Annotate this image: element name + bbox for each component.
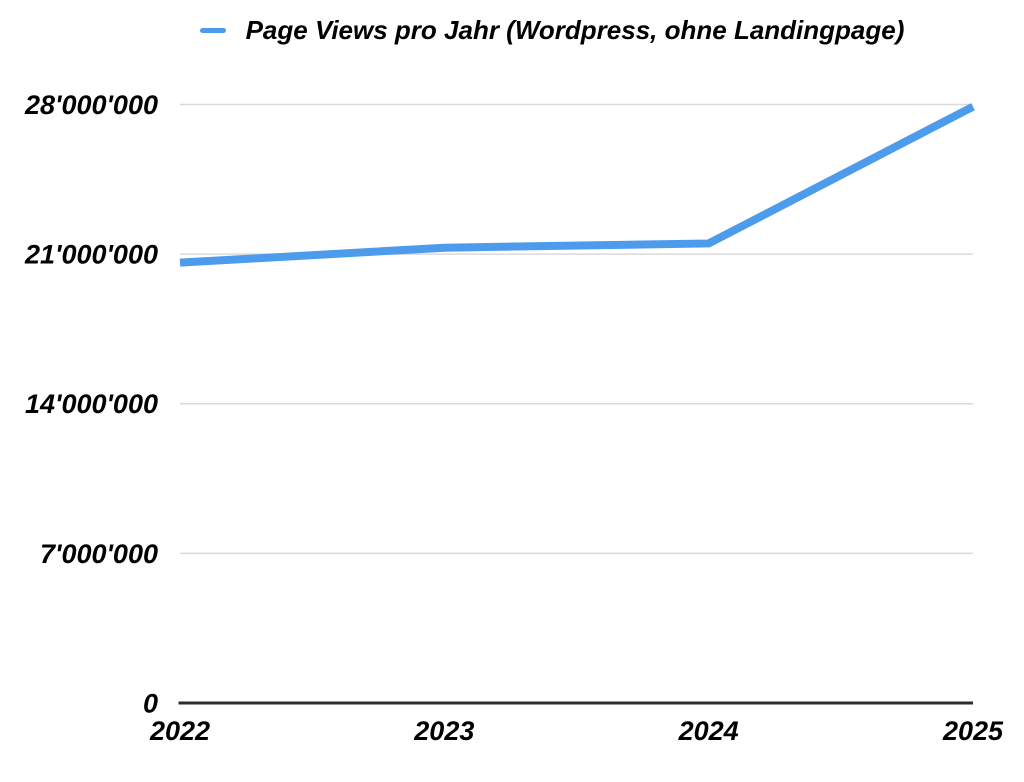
x-tick-label: 2022	[149, 716, 210, 746]
y-tick-label: 7'000'000	[40, 539, 158, 569]
x-tick-label: 2024	[678, 716, 739, 746]
data-series-line	[179, 103, 975, 267]
x-tick-label: 2023	[413, 716, 474, 746]
y-tick-label: 28'000'000	[24, 90, 158, 120]
legend-series-label: Page Views pro Jahr (Wordpress, ohne Lan…	[245, 14, 905, 45]
legend-line-marker-icon	[199, 27, 226, 33]
x-tick-label: 2025	[942, 716, 1004, 746]
y-tick-label: 14'000'000	[25, 389, 158, 419]
y-tick-label: 21'000'000	[24, 240, 158, 270]
y-tick-label: 0	[143, 688, 158, 718]
chart-legend: Page Views pro Jahr (Wordpress, ohne Lan…	[80, 13, 1024, 47]
